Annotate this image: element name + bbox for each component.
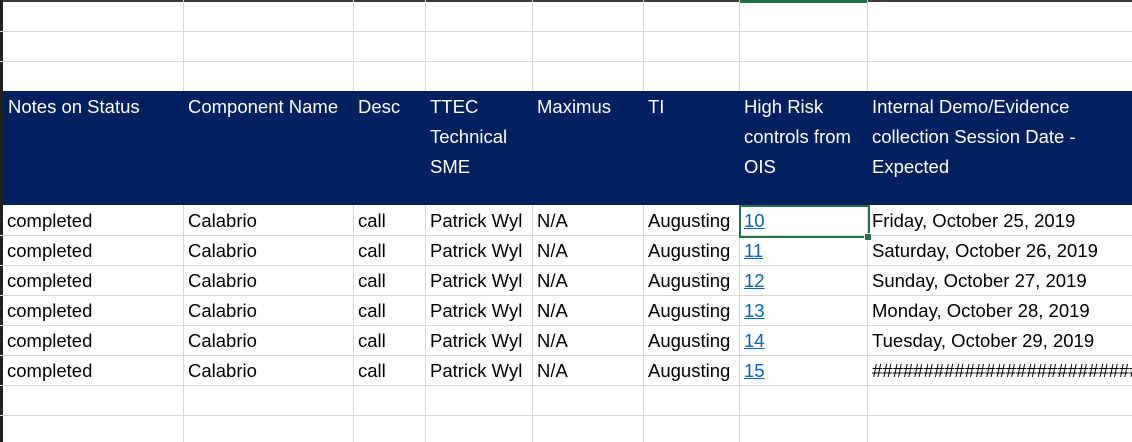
cell-component[interactable]: Calabrio [188, 270, 257, 291]
header-cell-session-date[interactable]: Internal Demo/Evidence collection Sessio… [872, 96, 1076, 177]
cell-ti[interactable]: Augusting [648, 240, 731, 261]
cell-component[interactable]: Calabrio [188, 330, 257, 351]
row-gridline [0, 295, 1132, 296]
table-header-row [3, 91, 1132, 205]
cell-risk-link[interactable]: 10 [744, 210, 765, 231]
header-cell-component-name[interactable]: Component Name [188, 96, 339, 117]
cell-date-text: Saturday, October 26, 2019 [872, 240, 1098, 261]
fill-handle[interactable] [864, 233, 872, 241]
cell-sme[interactable]: Patrick Wyl [430, 300, 523, 321]
cell-status[interactable]: completed [7, 360, 93, 381]
row-gridline [0, 235, 1132, 236]
column-gridline [739, 0, 740, 442]
column-gridline [183, 0, 184, 442]
row-gridline [0, 61, 1132, 62]
cell-sme[interactable]: Patrick Wyl [430, 210, 523, 231]
cell-date-overflow[interactable]: ############################## [872, 360, 1132, 381]
cell-ti[interactable]: Augusting [648, 270, 731, 291]
cell-date[interactable]: Sunday, October 27, 2019 [872, 266, 1132, 296]
header-cell-maximus[interactable]: Maximus [537, 96, 612, 117]
cell-date-text: Sunday, October 27, 2019 [872, 270, 1087, 291]
header-cell-high-risk-controls[interactable]: High Risk controls from OIS [744, 96, 851, 177]
cell-ti[interactable]: Augusting [648, 330, 731, 351]
cell-desc[interactable]: call [358, 360, 386, 381]
cell-sme[interactable]: Patrick Wyl [430, 240, 523, 261]
cell-maximus[interactable]: N/A [537, 270, 568, 291]
cell-risk-link[interactable]: 12 [744, 270, 765, 291]
cell-date[interactable]: Friday, October 25, 2019 [872, 206, 1132, 236]
cell-maximus[interactable]: N/A [537, 240, 568, 261]
row-gridline [0, 31, 1132, 32]
cell-sme[interactable]: Patrick Wyl [430, 270, 523, 291]
cell-date[interactable]: Monday, October 28, 2019 [872, 296, 1132, 326]
header-cell-ttec-technical-sme[interactable]: TTEC Technical SME [430, 96, 508, 177]
cell-date[interactable]: Saturday, October 26, 2019 [872, 236, 1132, 266]
row-gridline [0, 415, 1132, 416]
column-gridline [867, 0, 868, 442]
cell-ti[interactable]: Augusting [648, 210, 731, 231]
cell-maximus[interactable]: N/A [537, 300, 568, 321]
selected-column-indicator [739, 0, 868, 3]
cell-status[interactable]: completed [7, 300, 93, 321]
cell-ti[interactable]: Augusting [648, 360, 731, 381]
cell-desc[interactable]: call [358, 210, 386, 231]
header-cell-notes-on-status[interactable]: Notes on Status [8, 96, 140, 117]
row-gridline [0, 265, 1132, 266]
row-gridline [0, 385, 1132, 386]
cell-sme[interactable]: Patrick Wyl [430, 360, 523, 381]
cell-risk-link[interactable]: 11 [744, 240, 764, 261]
cell-risk-link[interactable]: 15 [744, 360, 765, 381]
cell-desc[interactable]: call [358, 270, 386, 291]
cell-status[interactable]: completed [7, 210, 93, 231]
sheet-left-edge [0, 0, 3, 442]
cell-desc[interactable]: call [358, 330, 386, 351]
cell-date[interactable]: Tuesday, October 29, 2019 [872, 326, 1132, 356]
column-gridline [532, 0, 533, 442]
cell-maximus[interactable]: N/A [537, 210, 568, 231]
cell-desc[interactable]: call [358, 240, 386, 261]
cell-desc[interactable]: call [358, 300, 386, 321]
row-gridline [0, 355, 1132, 356]
cell-risk-link[interactable]: 14 [744, 330, 765, 351]
cell-risk-link[interactable]: 13 [744, 300, 765, 321]
cell-date-text: Friday, October 25, 2019 [872, 210, 1076, 231]
header-cell-ti[interactable]: TI [648, 96, 665, 117]
cell-status[interactable]: completed [7, 270, 93, 291]
cell-maximus[interactable]: N/A [537, 360, 568, 381]
cell-date-text: Monday, October 28, 2019 [872, 300, 1090, 321]
cell-component[interactable]: Calabrio [188, 300, 257, 321]
cell-component[interactable]: Calabrio [188, 240, 257, 261]
cell-component[interactable]: Calabrio [188, 360, 257, 381]
column-gridline [425, 0, 426, 442]
row-gridline [0, 325, 1132, 326]
cell-status[interactable]: completed [7, 240, 93, 261]
column-gridline [353, 0, 354, 442]
cell-date-text: Tuesday, October 29, 2019 [872, 330, 1095, 351]
cell-maximus[interactable]: N/A [537, 330, 568, 351]
cell-component[interactable]: Calabrio [188, 210, 257, 231]
sheet-top-edge [0, 0, 1132, 2]
cell-ti[interactable]: Augusting [648, 300, 731, 321]
header-cell-desc[interactable]: Desc [358, 96, 401, 117]
cell-status[interactable]: completed [7, 330, 93, 351]
column-gridline [643, 0, 644, 442]
cell-sme[interactable]: Patrick Wyl [430, 330, 523, 351]
